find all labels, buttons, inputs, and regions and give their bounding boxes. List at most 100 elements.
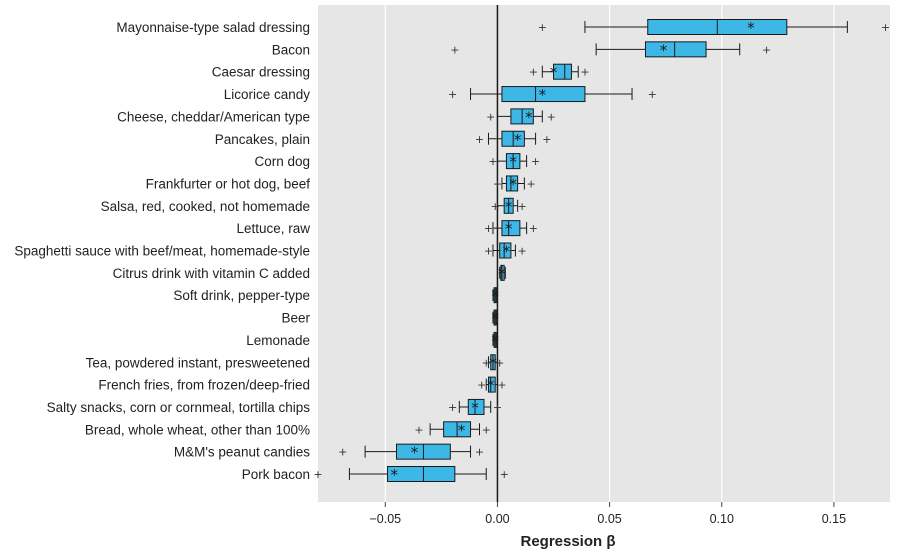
box-13: * — [491, 287, 499, 305]
category-label-7: Corn dog — [254, 154, 310, 169]
box-iqr — [501, 220, 521, 237]
outlier-1: + — [486, 110, 495, 123]
box-12: * — [498, 264, 506, 283]
box-20: * + + — [338, 443, 484, 462]
category-label-5: Cheese, cheddar/American type — [117, 109, 310, 124]
outlier-1: + — [450, 43, 459, 56]
category-label-9: Salsa, red, cooked, not homemade — [101, 199, 310, 214]
outlier-2: + — [547, 110, 556, 123]
box-9: * + + — [491, 197, 527, 216]
box-19: * + + — [414, 421, 491, 439]
mean-marker: * — [487, 377, 495, 395]
mean-marker: * — [498, 265, 506, 283]
category-labels: Mayonnaise-type salad dressing Bacon Caesa… — [14, 20, 310, 482]
outlier-1: + — [414, 423, 423, 436]
outlier-2: + — [881, 21, 890, 34]
plot-panel — [318, 5, 890, 502]
box-iqr — [501, 86, 586, 103]
mean-marker: * — [509, 175, 517, 193]
outlier-1: + — [529, 66, 538, 79]
mean-marker: * — [491, 332, 499, 350]
box-10: * + + — [484, 220, 538, 238]
mean-marker: * — [539, 86, 547, 104]
outlier-1: + — [484, 222, 493, 235]
outlier-1: + — [448, 401, 457, 414]
box-iqr — [387, 466, 456, 482]
box-8: * + + — [493, 175, 536, 193]
outlier-2: + — [495, 356, 504, 369]
outlier-2: + — [482, 423, 491, 436]
x-axis-ticks: −0.05 0.00 0.05 0.10 0.15 — [369, 502, 846, 526]
outlier-2: + — [518, 200, 527, 213]
outlier-1: + — [491, 200, 500, 213]
outlier-2: + — [493, 401, 502, 414]
outlier-1: + — [538, 21, 547, 34]
mean-marker: * — [505, 220, 513, 238]
box-2: * + + — [450, 41, 771, 59]
box-21: * + + — [313, 466, 509, 484]
outlier-1: + — [448, 88, 457, 101]
x-tick-label-3: 0.05 — [597, 512, 621, 526]
outlier-2: + — [529, 222, 538, 235]
outlier-1: + — [493, 177, 502, 190]
mean-marker: * — [411, 444, 419, 462]
mean-marker: * — [471, 399, 479, 417]
x-axis-title: Regression β — [520, 533, 615, 550]
mean-marker: * — [391, 466, 399, 484]
category-label-14: Beer — [281, 311, 310, 326]
mean-marker: * — [747, 19, 755, 37]
outlier-2: + — [518, 245, 527, 258]
mean-marker: * — [525, 108, 533, 126]
category-label-18: Salty snacks, corn or cornmeal, tortilla… — [47, 400, 311, 415]
box-iqr — [499, 242, 512, 259]
box-18: * + + — [448, 398, 502, 417]
box-iqr — [500, 264, 505, 281]
outlier-2: + — [500, 468, 509, 481]
box-5: * + + — [486, 108, 556, 126]
category-label-20: M&M's peanut candies — [174, 445, 310, 460]
category-label-8: Frankfurter or hot dog, beef — [146, 176, 311, 191]
box-4: * + + — [448, 86, 657, 104]
outlier-1: + — [338, 446, 347, 459]
mean-marker: * — [491, 287, 499, 305]
box-16: *+ + — [482, 354, 504, 372]
outlier-2: + — [648, 88, 657, 101]
outlier-1: + — [313, 468, 322, 481]
mean-marker: * — [458, 421, 466, 439]
mean-marker: * — [550, 64, 558, 82]
box-14: * — [491, 309, 499, 328]
outlier-1: + — [482, 356, 491, 369]
mean-marker: * — [489, 354, 497, 372]
category-label-19: Bread, whole wheat, other than 100% — [85, 422, 310, 437]
x-tick-label-5: 0.15 — [822, 512, 846, 526]
box-iqr — [505, 175, 519, 192]
outlier-2: + — [497, 379, 506, 392]
outlier-1: + — [484, 245, 493, 258]
category-label-1: Mayonnaise-type salad dressing — [116, 20, 310, 35]
category-label-6: Pancakes, plain — [215, 132, 310, 147]
mean-marker: * — [660, 41, 668, 59]
outlier-1: + — [488, 155, 497, 168]
outlier-1: + — [477, 379, 486, 392]
box-1: * + + — [538, 19, 890, 37]
mean-marker: * — [503, 243, 511, 261]
box-17: *+ + — [477, 376, 507, 395]
outlier-2: + — [542, 133, 551, 146]
box-15: * — [491, 331, 499, 350]
box-6: * + + — [475, 130, 551, 149]
outlier-2: + — [475, 446, 484, 459]
mean-marker: * — [509, 153, 517, 171]
grid-lines — [384, 5, 835, 502]
x-tick-label-1: −0.05 — [369, 512, 401, 526]
box-iqr — [487, 376, 496, 393]
category-label-21: Pork bacon — [242, 467, 310, 482]
category-label-2: Bacon — [272, 42, 310, 57]
box-3: * + + — [529, 63, 590, 82]
mean-marker: * — [505, 198, 513, 216]
mean-marker: * — [514, 131, 522, 149]
category-label-17: French fries, from frozen/deep-fried — [98, 378, 310, 393]
category-label-12: Citrus drink with vitamin C added — [113, 266, 310, 281]
outlier-2: + — [531, 155, 540, 168]
box-series: *+ +*+ +*+ +*+ +*+ +*+ +*+ +*+ +*+ +*+ +*+ +*****+ +… — [313, 19, 890, 484]
